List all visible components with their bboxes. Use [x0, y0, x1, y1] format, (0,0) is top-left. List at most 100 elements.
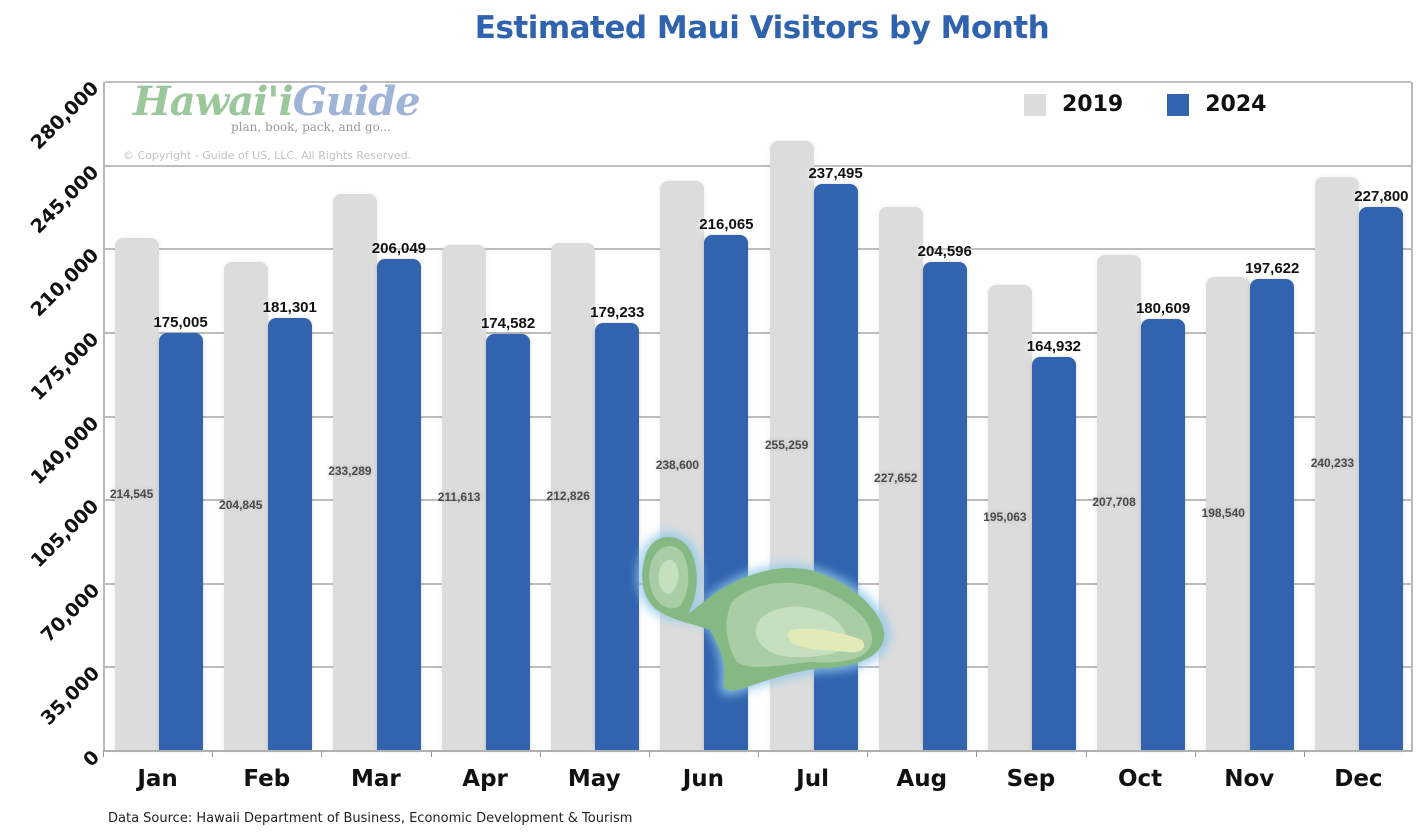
logo-tagline: plan, book, pack, and go...: [231, 120, 392, 134]
x-tick-label: Nov: [1224, 766, 1275, 792]
value-label-2019: 207,708: [1092, 494, 1136, 509]
bar-2019-apr: [442, 245, 487, 751]
bar-2019-mar: [332, 193, 377, 751]
chart-title: Estimated Maui Visitors by Month: [474, 10, 1050, 46]
x-tick-mark: [758, 751, 759, 757]
x-tick-label: Dec: [1334, 766, 1383, 792]
x-tick-mark: [212, 751, 214, 757]
legend-swatch-2019: [1024, 93, 1046, 116]
x-tick-label: Sep: [1006, 766, 1056, 792]
hawaii-guide-logo: Hawai'iGuide plan, book, pack, and go...: [133, 78, 421, 135]
x-tick-label: Mar: [351, 766, 401, 792]
value-label-2024: 175,005: [153, 313, 208, 331]
x-tick-label: Feb: [243, 766, 291, 792]
bar-2019-feb: [223, 261, 268, 751]
bar-2019-sep: [987, 284, 1032, 751]
y-tick-text: 70,000: [36, 578, 104, 647]
y-tick-text: 210,000: [27, 244, 104, 322]
legend-swatch-2024: [1167, 93, 1190, 116]
x-tick-mark: [1085, 751, 1087, 757]
logo-text-hawaii: Hawai'i: [133, 78, 294, 125]
copyright-notice: © Copyright - Guide of US, LLC. All Righ…: [123, 149, 412, 162]
y-tick-text: 175,000: [27, 328, 104, 405]
legend: 2019 2024: [1024, 92, 1310, 117]
value-label-2019: 195,063: [983, 509, 1027, 524]
y-tick-label: 280,000: [0, 74, 104, 154]
y-tick-text: 0: [78, 746, 104, 772]
bar-2019-may: [551, 242, 596, 751]
value-label-2019: 227,652: [874, 471, 918, 486]
x-tick-label: Jun: [682, 766, 725, 792]
x-tick-mark: [976, 751, 978, 757]
bar-2024-may: [595, 322, 640, 751]
legend-label-2019: 2019: [1062, 92, 1124, 117]
y-tick-label: 35,000: [0, 659, 103, 730]
value-label-2019: 238,600: [655, 457, 700, 472]
value-label-2024: 237,495: [808, 164, 863, 182]
x-tick-label: Aug: [896, 766, 948, 792]
x-tick-label: Apr: [462, 766, 508, 792]
bar-2024-feb: [267, 317, 312, 751]
value-label-2024: 204,596: [917, 243, 972, 261]
x-tick-mark: [867, 751, 869, 757]
gridline: [105, 81, 1411, 83]
value-label-2024: 181,301: [262, 298, 317, 316]
data-source-note: Data Source: Hawaii Department of Busine…: [108, 811, 633, 826]
value-label-2024: 197,622: [1245, 259, 1300, 277]
value-label-2019: 240,233: [1310, 456, 1355, 470]
y-tick-label: 245,000: [0, 158, 104, 238]
bar-2019-dec: [1315, 177, 1360, 751]
y-tick-label: 210,000: [0, 241, 104, 321]
x-tick-mark: [321, 751, 323, 757]
x-tick-label: Jul: [796, 766, 829, 792]
x-tick-mark: [103, 751, 104, 757]
value-label-2024: 227,800: [1354, 187, 1409, 205]
y-tick-label: 140,000: [0, 409, 104, 489]
x-tick-mark: [430, 751, 432, 757]
value-label-2019: 211,613: [437, 490, 481, 505]
y-tick-label: 175,000: [0, 325, 104, 405]
value-label-2019: 233,289: [328, 464, 372, 479]
x-tick-mark: [1194, 751, 1196, 757]
bar-2019-jun: [660, 180, 705, 751]
gridline: [105, 164, 1411, 167]
value-label-2019: 214,545: [109, 486, 154, 501]
bar-2019-nov: [1206, 276, 1251, 751]
bar-2024-apr: [486, 333, 531, 751]
value-label-2024: 179,233: [590, 303, 645, 321]
bar-2024-aug: [922, 262, 967, 751]
bar-2024-dec: [1359, 206, 1404, 751]
y-tick-label: 105,000: [0, 492, 104, 572]
value-label-2024: 174,582: [480, 314, 536, 332]
gridline: [105, 331, 1411, 334]
y-tick-text: 140,000: [27, 411, 104, 489]
gridline: [105, 499, 1411, 502]
legend-item-2024: 2024: [1167, 92, 1266, 117]
bar-2019-jan: [114, 238, 159, 751]
value-label-2024: 216,065: [699, 215, 754, 233]
logo-text-guide: Guide: [292, 78, 421, 125]
x-tick-label: May: [567, 766, 621, 792]
bar-2024-jan: [158, 332, 203, 751]
y-tick-text: 245,000: [27, 160, 104, 238]
value-label-2024: 180,609: [1135, 300, 1191, 318]
y-tick-text: 280,000: [27, 77, 104, 154]
value-label-2019: 198,540: [1201, 505, 1245, 520]
bar-2024-nov: [1250, 278, 1295, 751]
x-tick-mark: [539, 751, 541, 757]
legend-item-2019: 2019: [1024, 92, 1123, 117]
x-tick-mark: [1303, 751, 1305, 757]
y-tick-label: 0: [0, 743, 104, 771]
gridline: [105, 248, 1411, 251]
x-tick-label: Oct: [1117, 766, 1163, 792]
bar-2024-sep: [1031, 356, 1076, 751]
maui-island-map-icon: [637, 532, 891, 696]
value-label-2019: 212,826: [546, 488, 590, 503]
x-tick-label: Jan: [137, 766, 178, 792]
y-tick-text: 35,000: [36, 662, 104, 731]
bar-2024-mar: [376, 258, 421, 751]
bar-2024-oct: [1141, 319, 1186, 751]
x-tick-mark: [648, 751, 650, 757]
y-tick-text: 105,000: [27, 495, 104, 573]
legend-label-2024: 2024: [1205, 92, 1267, 117]
